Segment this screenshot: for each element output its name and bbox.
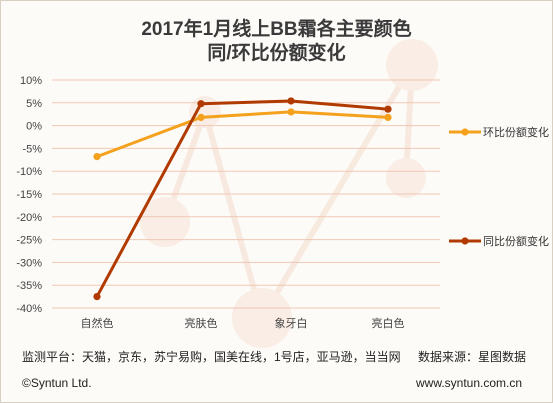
y-tick-label: 10% — [20, 75, 42, 87]
data-point — [197, 113, 205, 121]
chart-title-line1: 2017年1月线上BB霜各主要颜色 — [141, 19, 412, 40]
data-point — [384, 113, 392, 121]
y-tick-label: -20% — [16, 212, 42, 224]
y-tick-label: 5% — [26, 98, 42, 110]
data-point — [287, 108, 295, 116]
legend-marker — [461, 237, 469, 245]
x-tick-label: 亮肤色 — [185, 316, 218, 330]
legend-marker — [461, 128, 469, 136]
y-tick-label: -30% — [16, 257, 42, 269]
series-line — [96, 110, 389, 159]
footer-data-source: 数据来源：星图数据 — [418, 350, 527, 364]
chart-title: 2017年1月线上BB霜各主要颜色 同/环比份额变化 — [0, 18, 553, 66]
y-tick-label: 0% — [26, 121, 42, 133]
series-group — [93, 97, 392, 301]
footer-platforms: 监测平台：天猫，京东，苏宁易购，国美在线，1号店，亚马逊，当当网 — [22, 350, 401, 364]
y-tick-label: -25% — [16, 235, 42, 247]
data-point — [197, 100, 205, 108]
y-tick-label: -5% — [22, 143, 42, 155]
y-tick-label: -40% — [16, 303, 42, 315]
series-line — [95, 99, 389, 298]
data-point — [384, 105, 392, 113]
data-point — [93, 153, 101, 161]
y-tick-label: -35% — [16, 280, 42, 292]
data-point — [93, 293, 101, 301]
y-tick-label: -10% — [16, 166, 42, 178]
footer-copyright: ©Syntun Ltd. — [22, 376, 92, 390]
data-point — [287, 97, 295, 105]
x-tick-label: 自然色 — [81, 316, 114, 330]
chart-title-line2: 同/环比份额变化 — [207, 43, 346, 64]
legend-label: 环比份额变化 — [483, 125, 549, 139]
x-axis-tick-labels: 自然色 亮肤色 象牙白 亮白色 — [81, 316, 405, 330]
legend-label: 同比份额变化 — [483, 234, 549, 248]
y-tick-label: -15% — [16, 189, 42, 201]
footer-website: www.syntun.com.cn — [416, 376, 523, 390]
y-axis-tick-labels: 10% 5% 0% -5% -10% -15% -20% -25% -30% -35% -40% — [16, 75, 42, 315]
x-tick-label: 象牙白 — [275, 316, 308, 330]
x-tick-label: 亮白色 — [372, 316, 405, 330]
